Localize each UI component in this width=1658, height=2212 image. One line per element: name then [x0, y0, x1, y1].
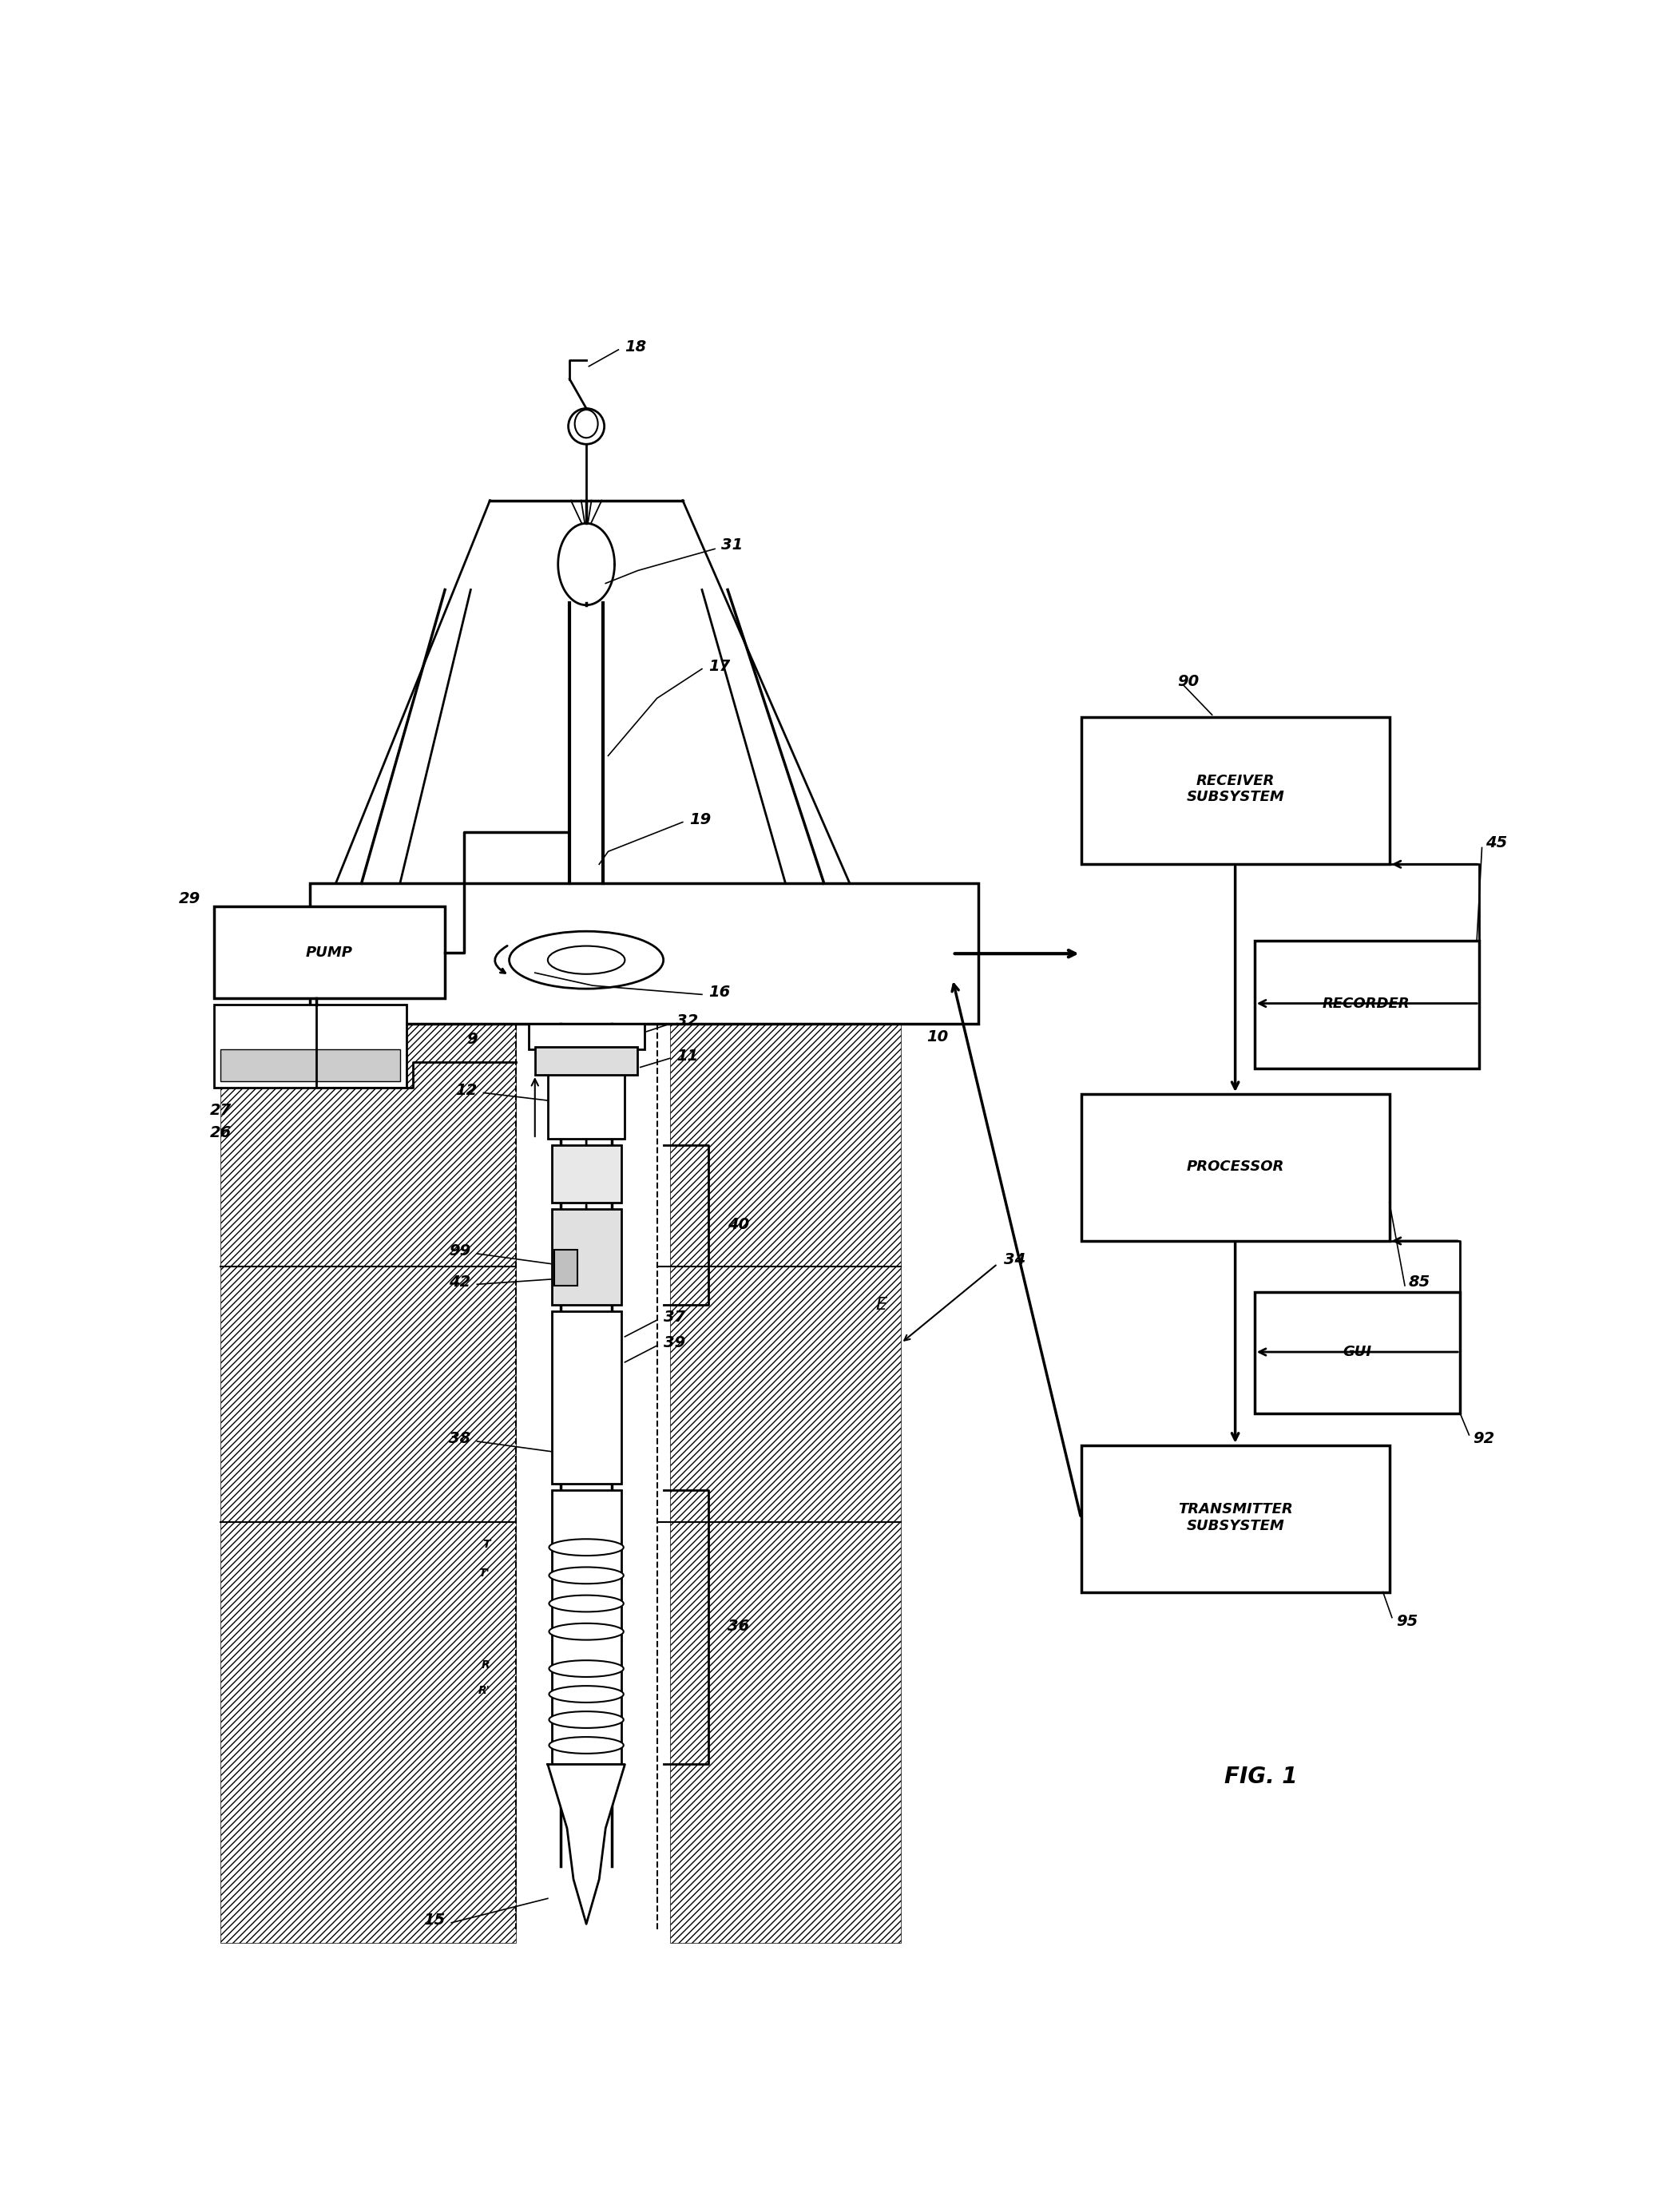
Text: 18: 18	[625, 341, 647, 354]
Text: T': T'	[479, 1568, 491, 1579]
Polygon shape	[559, 524, 615, 606]
Text: 16: 16	[708, 984, 730, 1000]
Text: 29: 29	[179, 891, 201, 907]
Text: 92: 92	[1472, 1431, 1496, 1447]
Text: 9: 9	[466, 1031, 478, 1046]
Text: 36: 36	[728, 1619, 749, 1635]
Bar	[529, 1024, 643, 1048]
Bar	[214, 1004, 406, 1088]
Text: 15: 15	[423, 1913, 444, 1927]
Text: $\it{E}$: $\it{E}$	[875, 1296, 889, 1312]
Ellipse shape	[549, 1595, 623, 1613]
Text: 10: 10	[927, 1029, 948, 1044]
Ellipse shape	[549, 1712, 623, 1728]
Ellipse shape	[549, 1540, 623, 1555]
Text: 37: 37	[663, 1310, 685, 1325]
Text: PUMP: PUMP	[305, 945, 353, 960]
Bar	[536, 1046, 638, 1075]
Text: 31: 31	[721, 538, 743, 553]
Bar	[552, 1491, 622, 1765]
Text: 32: 32	[676, 1013, 698, 1029]
Bar	[552, 1210, 622, 1305]
Text: R': R'	[478, 1686, 491, 1697]
Text: 95: 95	[1396, 1615, 1418, 1628]
Bar	[221, 1048, 400, 1082]
Bar	[1081, 717, 1389, 865]
Text: FIG. 1: FIG. 1	[1224, 1765, 1298, 1787]
Text: 38: 38	[449, 1431, 471, 1447]
Ellipse shape	[549, 1686, 623, 1703]
Text: PROCESSOR: PROCESSOR	[1187, 1159, 1283, 1175]
Text: 45: 45	[1486, 834, 1507, 849]
Text: 11: 11	[676, 1048, 698, 1064]
Text: 34: 34	[1005, 1252, 1026, 1267]
Ellipse shape	[549, 1736, 623, 1754]
Ellipse shape	[509, 931, 663, 989]
Text: 40: 40	[728, 1217, 749, 1232]
Bar	[221, 1024, 516, 1267]
Text: 27: 27	[211, 1104, 232, 1119]
Text: 42: 42	[449, 1274, 471, 1290]
Bar	[547, 1024, 625, 1139]
Ellipse shape	[569, 409, 604, 445]
Bar	[554, 1250, 577, 1285]
Bar	[552, 1146, 622, 1203]
Ellipse shape	[549, 1566, 623, 1584]
Bar	[670, 1267, 902, 1942]
Ellipse shape	[549, 1661, 623, 1677]
Text: 19: 19	[690, 812, 711, 827]
Text: T: T	[482, 1540, 491, 1551]
Text: GUI: GUI	[1343, 1345, 1371, 1358]
Bar	[310, 883, 978, 1024]
Bar	[221, 1267, 516, 1942]
Ellipse shape	[549, 1624, 623, 1639]
Ellipse shape	[547, 947, 625, 973]
Bar	[1255, 940, 1479, 1068]
Text: 17: 17	[708, 659, 730, 675]
Text: 12: 12	[456, 1082, 478, 1097]
Text: 39: 39	[663, 1336, 685, 1352]
Bar	[1081, 1095, 1389, 1241]
Text: 85: 85	[1409, 1274, 1431, 1290]
Text: R: R	[481, 1659, 491, 1670]
Text: RECEIVER
SUBSYSTEM: RECEIVER SUBSYSTEM	[1185, 774, 1285, 805]
Bar	[1081, 1444, 1389, 1593]
Text: 26: 26	[211, 1124, 232, 1139]
Bar	[214, 907, 444, 998]
Text: TRANSMITTER
SUBSYSTEM: TRANSMITTER SUBSYSTEM	[1177, 1502, 1293, 1533]
Polygon shape	[547, 1765, 625, 1924]
Text: 90: 90	[1177, 675, 1199, 690]
Text: 99: 99	[449, 1243, 471, 1259]
Bar	[552, 1312, 622, 1484]
Text: RECORDER: RECORDER	[1323, 995, 1409, 1011]
Bar	[670, 1024, 902, 1267]
Bar	[1255, 1292, 1461, 1413]
Ellipse shape	[575, 409, 599, 438]
